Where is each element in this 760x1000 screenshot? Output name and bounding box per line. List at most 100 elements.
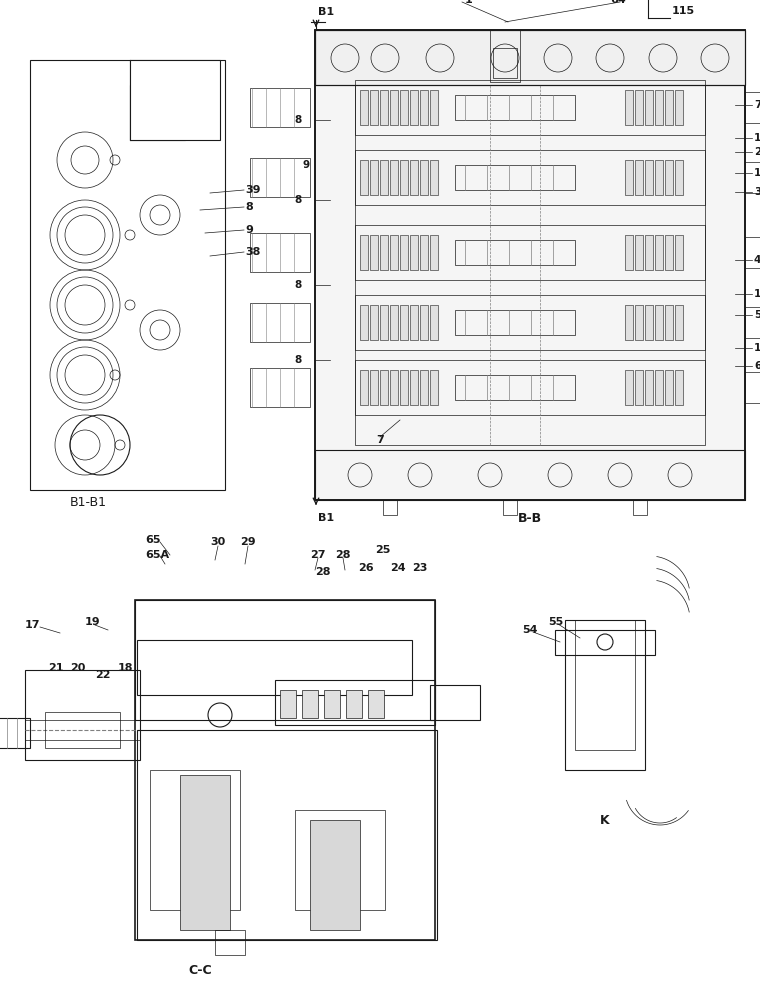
Bar bbox=[355, 225, 705, 280]
Text: 18: 18 bbox=[118, 663, 134, 673]
Bar bbox=[745, 162, 760, 193]
Bar bbox=[400, 305, 408, 340]
Bar bbox=[135, 600, 435, 940]
Bar bbox=[215, 930, 245, 955]
Bar bbox=[675, 160, 683, 195]
Bar bbox=[655, 305, 663, 340]
Text: 115: 115 bbox=[672, 6, 695, 16]
Bar bbox=[410, 235, 418, 270]
Bar bbox=[655, 235, 663, 270]
Bar bbox=[0, 718, 30, 748]
Bar bbox=[645, 370, 653, 405]
Bar bbox=[295, 810, 385, 910]
Bar bbox=[380, 160, 388, 195]
Text: 21: 21 bbox=[48, 663, 64, 673]
Bar bbox=[25, 670, 140, 760]
Bar bbox=[410, 370, 418, 405]
Text: 9: 9 bbox=[245, 225, 253, 235]
Text: 30: 30 bbox=[210, 537, 225, 547]
Bar bbox=[135, 600, 435, 720]
Bar bbox=[355, 80, 705, 135]
Bar bbox=[410, 90, 418, 125]
Text: 65: 65 bbox=[145, 535, 160, 545]
Bar bbox=[635, 370, 643, 405]
Bar bbox=[493, 48, 517, 78]
Bar bbox=[355, 295, 705, 350]
Bar bbox=[430, 90, 438, 125]
Text: 2: 2 bbox=[754, 147, 760, 157]
Bar bbox=[430, 370, 438, 405]
Text: 3: 3 bbox=[754, 187, 760, 197]
Bar bbox=[665, 305, 673, 340]
Bar bbox=[302, 690, 318, 718]
Text: 25: 25 bbox=[375, 545, 391, 555]
Bar bbox=[180, 775, 230, 930]
Bar bbox=[390, 305, 398, 340]
Bar bbox=[370, 235, 378, 270]
Bar bbox=[675, 305, 683, 340]
Bar bbox=[410, 305, 418, 340]
Text: K: K bbox=[600, 814, 610, 826]
Bar bbox=[745, 237, 760, 268]
Bar bbox=[420, 160, 428, 195]
Text: 10: 10 bbox=[754, 168, 760, 178]
Bar bbox=[665, 160, 673, 195]
Text: 11: 11 bbox=[754, 289, 760, 299]
Bar bbox=[250, 158, 310, 197]
Text: 65A: 65A bbox=[145, 550, 169, 560]
Bar bbox=[655, 90, 663, 125]
Bar bbox=[315, 30, 745, 500]
Bar bbox=[745, 307, 760, 338]
Bar bbox=[625, 160, 633, 195]
Bar bbox=[390, 160, 398, 195]
Bar bbox=[565, 620, 645, 770]
Bar bbox=[455, 95, 575, 120]
Text: 7: 7 bbox=[754, 100, 760, 110]
Text: 20: 20 bbox=[70, 663, 85, 673]
Bar bbox=[400, 160, 408, 195]
Bar bbox=[355, 85, 705, 445]
Bar bbox=[315, 30, 745, 85]
Text: 39: 39 bbox=[245, 185, 261, 195]
Text: B1: B1 bbox=[318, 7, 334, 17]
Bar bbox=[250, 233, 310, 272]
Bar bbox=[625, 305, 633, 340]
Bar bbox=[645, 305, 653, 340]
Bar bbox=[250, 303, 310, 342]
Bar bbox=[430, 685, 480, 720]
Bar bbox=[633, 500, 647, 515]
Bar bbox=[635, 305, 643, 340]
Bar bbox=[420, 305, 428, 340]
Bar bbox=[400, 370, 408, 405]
Bar bbox=[420, 370, 428, 405]
Bar bbox=[130, 60, 220, 140]
Text: 9: 9 bbox=[303, 160, 310, 170]
Text: 8: 8 bbox=[295, 355, 302, 365]
Bar bbox=[137, 730, 437, 940]
Text: B1-B1: B1-B1 bbox=[69, 495, 106, 508]
Text: 64: 64 bbox=[610, 0, 625, 5]
Bar bbox=[355, 360, 705, 415]
Bar bbox=[275, 680, 435, 725]
Bar bbox=[665, 235, 673, 270]
Bar bbox=[360, 305, 368, 340]
Bar bbox=[635, 160, 643, 195]
Bar bbox=[625, 235, 633, 270]
Bar bbox=[675, 235, 683, 270]
Bar bbox=[645, 160, 653, 195]
Bar bbox=[360, 160, 368, 195]
Bar bbox=[380, 90, 388, 125]
Text: 7: 7 bbox=[376, 435, 384, 445]
Bar bbox=[310, 820, 360, 930]
Bar bbox=[390, 90, 398, 125]
Bar bbox=[645, 90, 653, 125]
Text: B1: B1 bbox=[318, 513, 334, 523]
Text: 22: 22 bbox=[95, 670, 110, 680]
Bar bbox=[400, 235, 408, 270]
Bar bbox=[380, 370, 388, 405]
Bar bbox=[380, 235, 388, 270]
Bar bbox=[503, 500, 517, 515]
Bar bbox=[380, 305, 388, 340]
Bar bbox=[745, 92, 760, 123]
Text: 28: 28 bbox=[315, 567, 331, 577]
